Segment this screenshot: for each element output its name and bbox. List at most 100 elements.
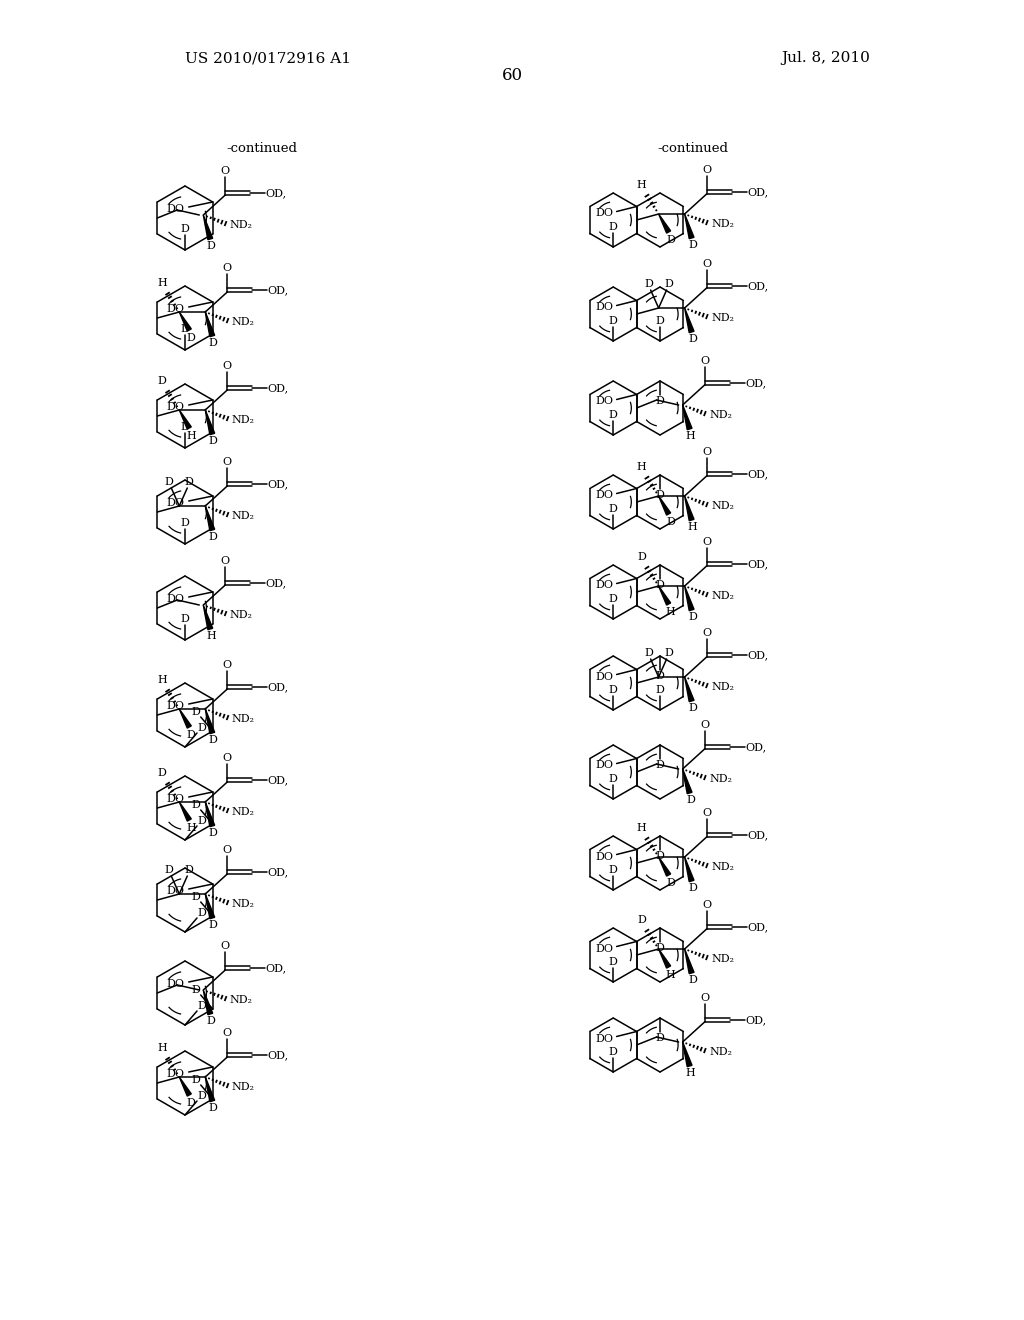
- Text: O: O: [221, 166, 229, 176]
- Text: DO: DO: [167, 979, 184, 989]
- Text: H: H: [637, 462, 646, 473]
- Text: ND₂: ND₂: [231, 1082, 255, 1092]
- Text: OD,: OD,: [267, 383, 289, 393]
- Text: OD,: OD,: [267, 479, 289, 488]
- Text: ND₂: ND₂: [711, 219, 734, 228]
- Text: D: D: [185, 477, 194, 487]
- Text: D: D: [185, 865, 194, 875]
- Polygon shape: [205, 1077, 215, 1102]
- Text: D: D: [688, 334, 697, 345]
- Text: D: D: [165, 865, 174, 875]
- Text: ND₂: ND₂: [709, 411, 732, 420]
- Text: ND₂: ND₂: [711, 954, 734, 964]
- Text: O: O: [223, 660, 231, 671]
- Text: H: H: [207, 631, 216, 642]
- Polygon shape: [205, 709, 215, 734]
- Text: H: H: [666, 607, 676, 616]
- Text: D: D: [198, 1001, 207, 1011]
- Text: D: D: [667, 235, 675, 246]
- Text: DO: DO: [167, 594, 184, 605]
- Polygon shape: [685, 949, 694, 974]
- Text: OD,: OD,: [748, 281, 768, 290]
- Text: D: D: [655, 579, 665, 590]
- Text: O: O: [700, 719, 710, 730]
- Text: H: H: [686, 432, 695, 441]
- Text: O: O: [700, 993, 710, 1003]
- Text: ND₂: ND₂: [711, 502, 734, 511]
- Text: D: D: [198, 908, 207, 917]
- Text: D: D: [209, 920, 218, 931]
- Text: D: D: [158, 768, 167, 777]
- Text: OD,: OD,: [748, 558, 768, 569]
- Text: DO: DO: [596, 396, 613, 407]
- Text: D: D: [609, 594, 617, 605]
- Polygon shape: [179, 803, 191, 821]
- Polygon shape: [658, 949, 671, 968]
- Text: D: D: [655, 671, 665, 681]
- Polygon shape: [683, 1041, 692, 1067]
- Text: O: O: [223, 752, 231, 763]
- Text: ND₂: ND₂: [231, 511, 255, 521]
- Text: D: D: [655, 315, 665, 326]
- Text: ND₂: ND₂: [711, 591, 734, 601]
- Text: D: D: [644, 648, 653, 657]
- Text: DO: DO: [167, 1069, 184, 1078]
- Text: D: D: [637, 552, 646, 562]
- Text: DO: DO: [596, 944, 613, 953]
- Polygon shape: [205, 312, 215, 337]
- Text: D: D: [609, 685, 617, 696]
- Text: O: O: [223, 263, 231, 273]
- Text: ND₂: ND₂: [231, 807, 255, 817]
- Text: OD,: OD,: [748, 187, 768, 197]
- Text: O: O: [702, 628, 712, 638]
- Polygon shape: [685, 214, 694, 239]
- Text: D: D: [191, 985, 200, 995]
- Text: OD,: OD,: [745, 378, 766, 388]
- Polygon shape: [685, 586, 694, 611]
- Text: O: O: [221, 941, 229, 950]
- Text: H: H: [186, 822, 197, 833]
- Polygon shape: [179, 709, 191, 729]
- Text: H: H: [686, 1068, 695, 1078]
- Text: US 2010/0172916 A1: US 2010/0172916 A1: [185, 51, 351, 65]
- Text: DO: DO: [596, 491, 613, 500]
- Text: O: O: [702, 259, 712, 269]
- Text: H: H: [158, 1043, 167, 1053]
- Text: O: O: [223, 845, 231, 855]
- Polygon shape: [685, 308, 694, 333]
- Text: D: D: [198, 816, 207, 826]
- Text: ND₂: ND₂: [231, 414, 255, 425]
- Text: D: D: [186, 333, 196, 343]
- Text: D: D: [655, 490, 665, 500]
- Text: D: D: [609, 1047, 617, 1057]
- Text: DO: DO: [596, 851, 613, 862]
- Polygon shape: [204, 605, 213, 630]
- Text: O: O: [700, 356, 710, 366]
- Text: D: D: [655, 760, 665, 770]
- Text: H: H: [158, 279, 167, 288]
- Text: D: D: [191, 892, 200, 902]
- Text: ND₂: ND₂: [229, 220, 253, 230]
- Text: DO: DO: [167, 886, 184, 896]
- Text: H: H: [666, 970, 676, 979]
- Text: ND₂: ND₂: [711, 682, 734, 692]
- Text: D: D: [158, 376, 167, 385]
- Text: DO: DO: [167, 304, 184, 314]
- Polygon shape: [205, 894, 215, 919]
- Text: H: H: [158, 675, 167, 685]
- Text: ND₂: ND₂: [231, 899, 255, 909]
- Text: O: O: [702, 447, 712, 457]
- Text: O: O: [702, 808, 712, 818]
- Text: D: D: [198, 723, 207, 733]
- Text: D: D: [665, 648, 673, 657]
- Text: H: H: [637, 180, 646, 190]
- Text: D: D: [609, 957, 617, 968]
- Text: O: O: [223, 1028, 231, 1038]
- Text: OD,: OD,: [267, 1049, 289, 1060]
- Text: O: O: [702, 165, 712, 176]
- Text: D: D: [655, 942, 665, 953]
- Text: DO: DO: [167, 205, 184, 214]
- Text: D: D: [665, 279, 673, 289]
- Text: O: O: [702, 537, 712, 546]
- Polygon shape: [658, 214, 671, 234]
